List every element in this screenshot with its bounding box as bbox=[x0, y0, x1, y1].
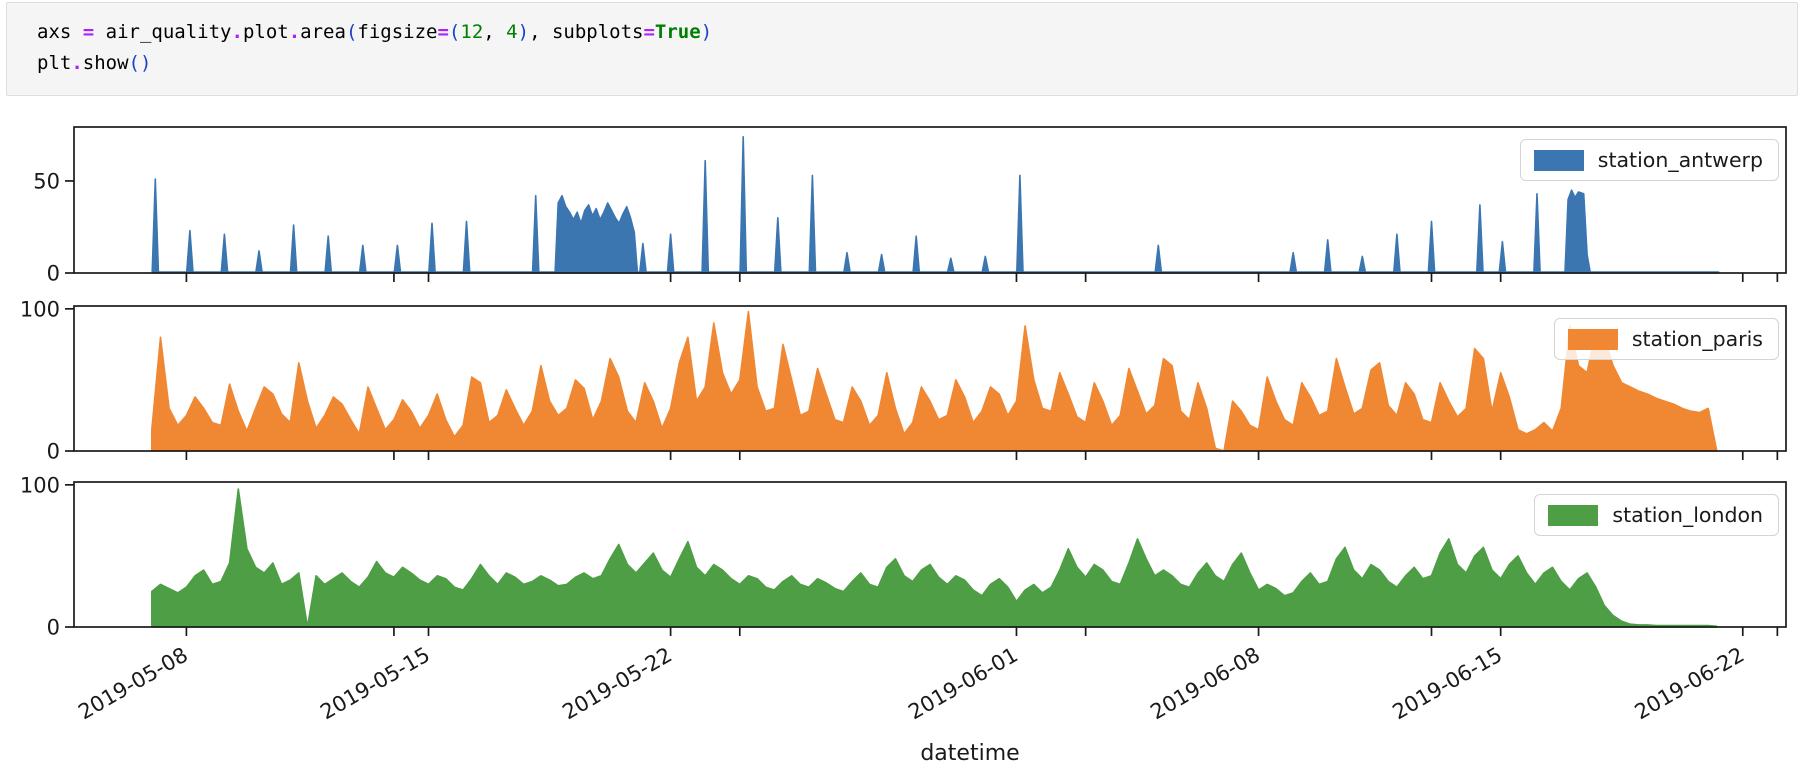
x-tick-label: 2019-05-22 bbox=[558, 643, 676, 725]
area-series-station_paris bbox=[151, 310, 1718, 452]
legend-patch-paris bbox=[1567, 328, 1618, 350]
area-series-station_antwerp bbox=[151, 136, 1720, 274]
legend-station-paris: station_paris bbox=[1553, 318, 1779, 360]
legend-station-london: station_london bbox=[1534, 494, 1779, 536]
area-series-station_london bbox=[151, 488, 1718, 628]
legend-label-london: station_london bbox=[1612, 503, 1763, 527]
code-line: plt.show() bbox=[37, 52, 152, 74]
y-tick-label: 50 bbox=[33, 169, 60, 193]
code-line: axs = air_quality.plot.area(figsize=(12,… bbox=[37, 21, 713, 43]
code-cell[interactable]: axs = air_quality.plot.area(figsize=(12,… bbox=[6, 2, 1798, 96]
legend-station-antwerp: station_antwerp bbox=[1519, 139, 1779, 181]
axes-frame bbox=[73, 126, 1787, 274]
x-tick-label: 2019-06-22 bbox=[1631, 643, 1749, 725]
x-tick-label: 2019-06-01 bbox=[904, 643, 1022, 725]
subplot-station_antwerp: 0 50 bbox=[33, 126, 1787, 286]
y-tick-label: 100 bbox=[20, 473, 60, 497]
subplot-station_london: 0 100 2019-05-08 2019-05-15 2019-05-22 2019-0… bbox=[20, 473, 1787, 766]
legend-label-paris: station_paris bbox=[1631, 327, 1763, 351]
x-axis-label: datetime bbox=[920, 741, 1019, 766]
legend-label-antwerp: station_antwerp bbox=[1597, 148, 1763, 172]
y-tick-label: 0 bbox=[47, 262, 60, 286]
x-tick-label: 2019-06-08 bbox=[1146, 643, 1264, 725]
x-tick-label: 2019-05-08 bbox=[74, 643, 192, 725]
axes-frame bbox=[73, 305, 1787, 452]
legend-patch-antwerp bbox=[1533, 149, 1584, 171]
x-tick-label: 2019-06-15 bbox=[1388, 643, 1506, 725]
subplot-station_paris: 0 100 bbox=[20, 297, 1787, 464]
x-tick-label: 2019-05-15 bbox=[316, 643, 434, 725]
y-tick-label: 0 bbox=[47, 616, 60, 640]
code-text: axs = air_quality.plot.area(figsize=(12,… bbox=[37, 17, 1797, 79]
y-tick-label: 0 bbox=[47, 440, 60, 464]
y-tick-label: 100 bbox=[20, 297, 60, 321]
axes-frame bbox=[73, 481, 1787, 628]
legend-patch-london bbox=[1548, 504, 1599, 526]
